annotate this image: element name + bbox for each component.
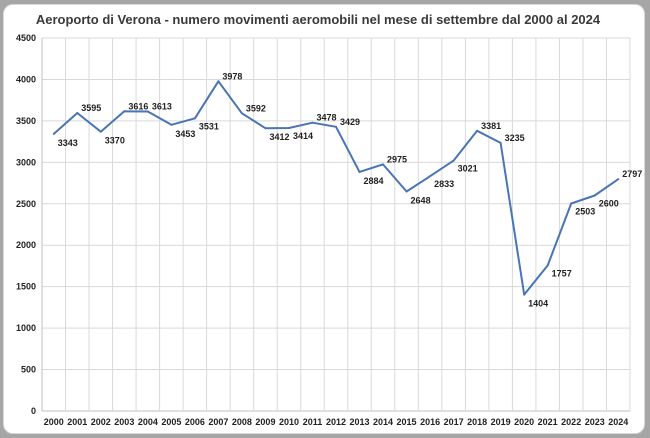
chart-title: Aeroporto di Verona - numero movimenti a…	[36, 12, 601, 27]
x-tick-label: 2019	[491, 417, 511, 427]
x-tick-label: 2009	[255, 417, 275, 427]
x-tick-label: 2024	[608, 417, 628, 427]
data-label-2015: 2648	[411, 196, 431, 206]
data-point-2020	[523, 293, 526, 296]
data-label-2021: 1757	[552, 268, 572, 278]
x-tick-label: 2020	[514, 417, 534, 427]
data-point-2001	[76, 112, 79, 115]
data-point-2024	[617, 178, 620, 181]
data-label-2002: 3370	[105, 136, 125, 146]
x-tick-label: 2002	[91, 417, 111, 427]
data-label-2016: 2833	[434, 179, 454, 189]
data-point-2012	[335, 125, 337, 128]
data-label-2022: 2503	[575, 207, 595, 217]
data-label-2014: 2975	[387, 154, 407, 164]
y-tick-label: 2500	[16, 199, 36, 209]
data-point-2018	[476, 129, 479, 132]
data-label-2009: 3412	[269, 132, 289, 142]
x-tick-label: 2004	[138, 417, 158, 427]
data-point-2013	[358, 170, 361, 173]
x-tick-label: 2005	[161, 417, 181, 427]
data-label-2020: 1404	[528, 299, 548, 309]
data-label-2017: 3021	[458, 164, 478, 174]
data-label-2004: 3613	[152, 102, 172, 112]
data-label-2013: 2884	[364, 176, 384, 186]
data-point-2005	[170, 123, 173, 126]
x-tick-label: 2010	[279, 417, 299, 427]
data-point-2000	[52, 132, 55, 135]
x-tick-label: 2001	[67, 417, 87, 427]
x-tick-label: 2014	[373, 417, 393, 427]
x-tick-label: 2013	[350, 417, 370, 427]
data-labels: 3343 3595 3370 3616 3613 3453 3531 3978 3592 3412…	[58, 71, 643, 308]
x-tick-label: 2012	[326, 417, 346, 427]
data-point-2022	[570, 202, 573, 205]
data-point-2015	[405, 190, 408, 193]
data-label-2008: 3592	[246, 103, 266, 113]
x-tick-label: 2022	[561, 417, 581, 427]
data-point-2002	[99, 130, 102, 133]
data-label-2005: 3453	[175, 129, 195, 139]
grid-lines	[41, 37, 631, 412]
data-label-2007: 3978	[222, 71, 242, 81]
data-label-2006: 3531	[199, 121, 219, 131]
x-axis-ticks: 2000 2001 2002 2003 2004 2005 2006 2007 2008 2009…	[44, 417, 629, 427]
data-label-2003: 3616	[128, 101, 148, 111]
y-tick-label: 3000	[16, 157, 36, 167]
data-label-2001: 3595	[81, 103, 101, 113]
y-tick-label: 3500	[16, 116, 36, 126]
y-tick-label: 500	[21, 365, 36, 375]
x-tick-label: 2017	[444, 417, 464, 427]
x-tick-label: 2006	[185, 417, 205, 427]
data-point-2003	[123, 110, 126, 113]
x-tick-label: 2003	[114, 417, 134, 427]
data-point-2007	[217, 80, 220, 83]
x-tick-label: 2023	[585, 417, 605, 427]
y-tick-label: 4500	[16, 33, 36, 43]
data-point-2021	[546, 264, 549, 267]
y-tick-label: 2000	[16, 240, 36, 250]
y-tick-label: 4000	[16, 74, 36, 84]
x-tick-label: 2021	[538, 417, 558, 427]
x-tick-label: 2015	[397, 417, 417, 427]
data-label-2019: 3235	[505, 133, 525, 143]
data-point-2017	[452, 159, 455, 162]
x-tick-label: 2016	[420, 417, 440, 427]
data-label-2012: 3429	[340, 117, 360, 127]
x-tick-label: 2007	[208, 417, 228, 427]
x-tick-label: 2000	[44, 417, 64, 427]
data-label-2011: 3478	[316, 113, 336, 123]
data-label-2024: 2797	[622, 169, 642, 179]
data-point-2009	[264, 127, 267, 130]
data-point-2008	[240, 112, 243, 115]
data-point-2004	[146, 110, 149, 113]
data-point-2014	[382, 163, 385, 166]
data-point-2010	[287, 127, 290, 130]
y-tick-label: 1500	[16, 282, 36, 292]
x-tick-label: 2008	[232, 417, 252, 427]
data-point-2011	[311, 121, 314, 124]
y-axis-ticks: 0 500 1000 1500 2000 2500 3000 3500 4000 4500	[16, 33, 36, 416]
y-tick-label: 0	[31, 406, 36, 416]
data-series	[52, 80, 620, 296]
data-point-2006	[193, 117, 196, 120]
data-label-2018: 3381	[481, 121, 501, 131]
data-label-2010: 3414	[293, 131, 313, 141]
data-point-2016	[429, 175, 432, 178]
data-label-2000: 3343	[58, 138, 78, 148]
x-tick-label: 2018	[467, 417, 487, 427]
x-tick-label: 2011	[303, 417, 323, 427]
data-point-2019	[499, 141, 502, 144]
data-label-2023: 2600	[599, 198, 619, 208]
y-tick-label: 1000	[16, 323, 36, 333]
data-point-2023	[593, 194, 596, 197]
